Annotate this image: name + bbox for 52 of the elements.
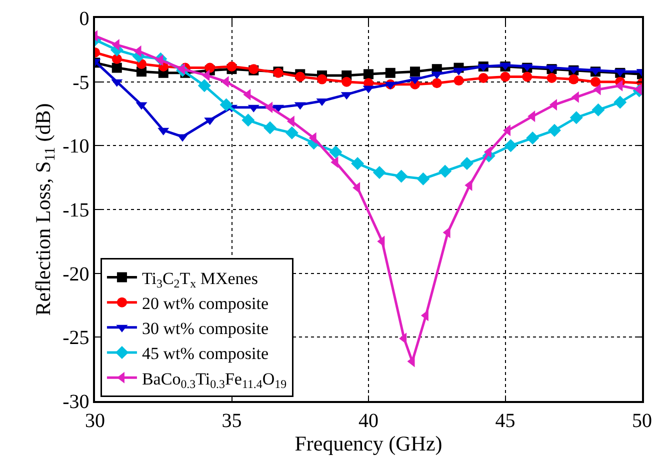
legend-label: BaCo$_{0.3}$Ti$_{0.3}$Fe$_{11.4}$O$_{19}$ [142,369,287,391]
y-tick-label: -25 [62,327,90,350]
point [264,121,277,134]
point [385,68,396,78]
x-tick-label: 50 [632,410,652,432]
x-tick-label: 35 [222,410,242,432]
point [504,139,518,152]
point [220,98,233,112]
point [590,76,600,87]
legend-label: Ti$_{3}$C$_{2}$T$_{x}$ MXenes [142,268,258,290]
point [526,132,540,145]
point [410,66,420,77]
point [295,72,306,82]
point [112,54,122,64]
legend-label: 30 wt% composite [142,319,269,338]
point [329,146,342,159]
point [198,79,211,92]
point [548,124,561,137]
legend-label: 45 wt% composite [142,344,269,364]
point [317,74,327,84]
point [454,76,464,86]
point [226,62,237,72]
y-tick-label: 0 [79,8,90,30]
point [500,72,510,82]
point [522,72,532,82]
point [546,73,557,83]
legend-label: 20 wt% composite [142,294,269,313]
point [416,172,430,186]
y-tick-label: -10 [62,136,90,158]
point [242,114,255,127]
y-tick-label: -15 [62,200,90,222]
point [285,126,298,140]
point [592,103,605,116]
y-tick-label: -20 [62,263,90,286]
point [432,78,442,88]
x-tick-label: 45 [495,410,516,432]
point [342,76,352,87]
point [351,157,364,170]
point [614,96,627,109]
y-tick-label: -5 [72,72,90,94]
point [438,164,452,178]
point [372,166,386,179]
x-axis-title: Frequency (GHz) [294,432,442,456]
point [570,111,583,124]
point [364,69,374,80]
point [394,170,408,183]
x-tick-label: 40 [358,410,378,432]
point [460,157,474,170]
point [568,74,579,84]
point [478,73,488,83]
point [112,62,122,73]
point [204,62,215,73]
